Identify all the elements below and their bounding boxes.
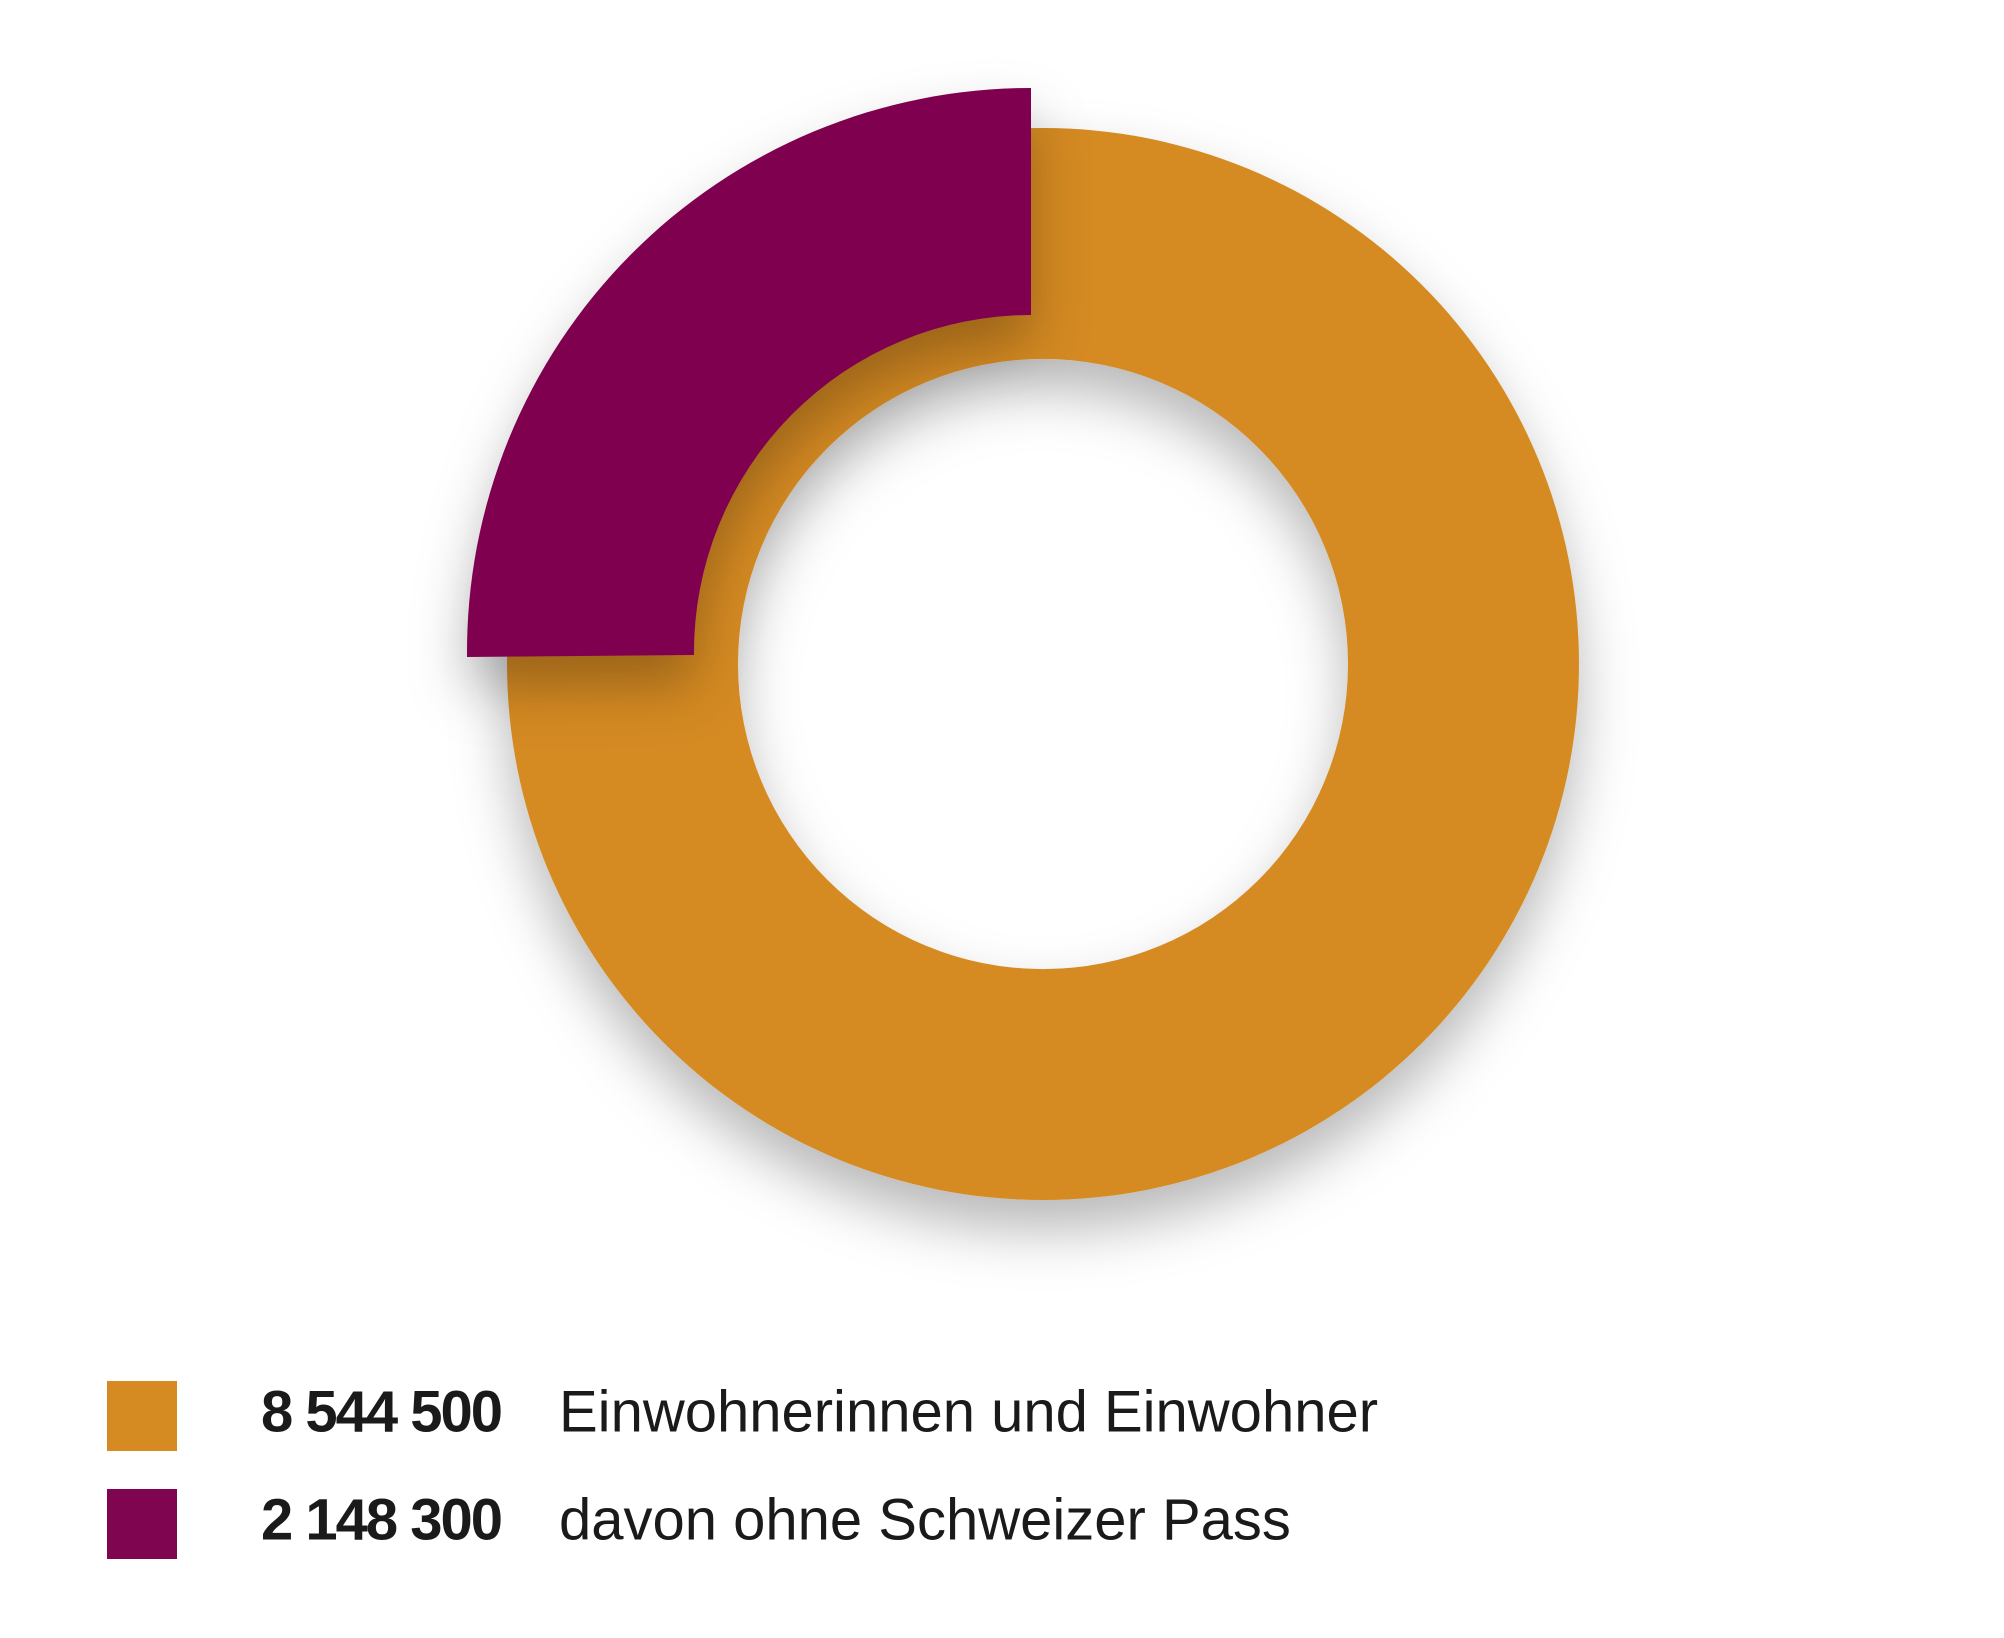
legend-value: 8 544 500 — [261, 1379, 501, 1444]
legend-swatch — [107, 1381, 177, 1451]
legend-swatch — [107, 1489, 177, 1559]
legend-value: 2 148 300 — [261, 1487, 501, 1552]
legend-label: Einwohnerinnen und Einwohner — [559, 1379, 1378, 1444]
legend-label: davon ohne Schweizer Pass — [559, 1487, 1291, 1552]
donut-segment — [467, 88, 1032, 658]
